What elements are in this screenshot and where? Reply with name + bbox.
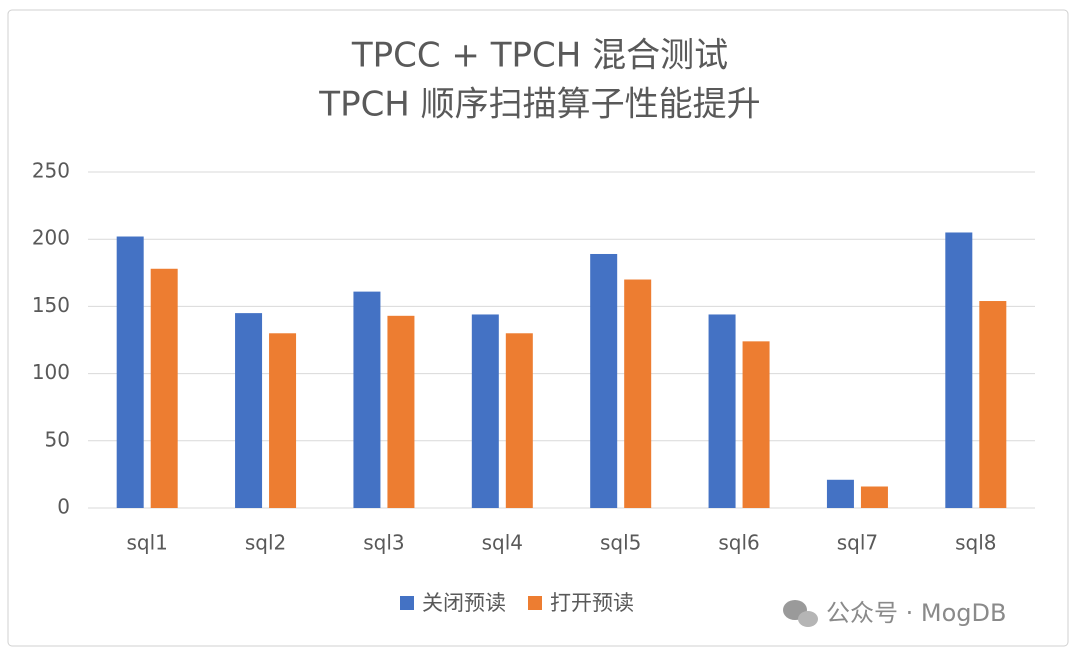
x-tick-label: sql2 — [245, 531, 286, 555]
y-tick-label: 150 — [32, 293, 70, 317]
legend-label: 打开预读 — [550, 591, 634, 615]
bar — [742, 341, 770, 508]
x-tick-label: sql4 — [482, 531, 523, 555]
x-tick-label: sql3 — [363, 531, 404, 555]
bar — [945, 232, 973, 509]
bar — [860, 486, 888, 508]
watermark: 公众号 · MogDB — [826, 599, 1006, 627]
bar — [471, 314, 499, 508]
chart-title: TPCC + TPCH 混合测试 — [351, 36, 728, 76]
bar — [353, 291, 381, 508]
x-tick-label: sql5 — [600, 531, 641, 555]
bar — [505, 333, 533, 508]
bar — [979, 301, 1007, 508]
bar — [826, 479, 854, 508]
bar — [708, 314, 736, 508]
legend-swatch — [400, 596, 414, 610]
watermark-icon — [783, 600, 818, 627]
y-tick-label: 50 — [45, 427, 70, 451]
x-tick-label: sql8 — [955, 531, 996, 555]
x-tick-label: sql6 — [718, 531, 759, 555]
y-tick-label: 100 — [32, 360, 70, 384]
y-tick-label: 0 — [57, 495, 70, 519]
y-tick-label: 250 — [32, 159, 70, 183]
chart-subtitle: TPCH 顺序扫描算子性能提升 — [318, 85, 760, 125]
bar — [590, 253, 618, 508]
bar — [235, 313, 263, 508]
bar — [116, 236, 144, 508]
legend-swatch — [528, 596, 542, 610]
bar — [624, 279, 652, 508]
x-tick-label: sql7 — [837, 531, 878, 555]
bar — [269, 333, 297, 508]
y-tick-label: 200 — [32, 226, 70, 250]
bar — [387, 315, 415, 508]
x-tick-label: sql1 — [126, 531, 167, 555]
legend-label: 关闭预读 — [422, 591, 506, 615]
bar — [150, 268, 178, 508]
